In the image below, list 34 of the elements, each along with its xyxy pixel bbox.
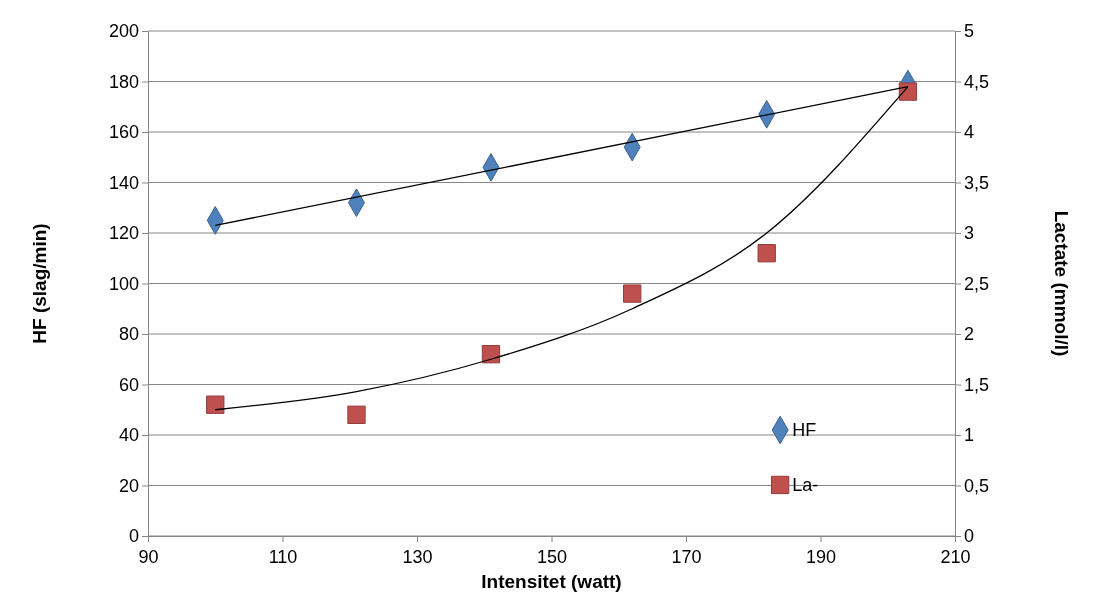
x-tick-label: 210 [940, 547, 971, 567]
x-tick-label: 110 [268, 547, 298, 567]
y-tick-label: 140 [108, 172, 139, 193]
x-tick-label: 170 [671, 547, 702, 567]
y2-tick-label: 1,5 [964, 374, 990, 395]
y2-tick-label: 3,5 [964, 172, 990, 193]
y2-tick-label: 0,5 [964, 475, 990, 496]
y-tick-label: 40 [118, 425, 139, 446]
y-tick-label: 100 [108, 273, 139, 294]
legend-label: La- [792, 474, 819, 495]
legend-label: HF [792, 419, 817, 440]
y-tick-label: 200 [108, 21, 139, 42]
y-tick-label: 160 [108, 122, 139, 143]
y2-tick-label: 4,5 [964, 71, 990, 92]
y-tick-label: 120 [108, 223, 139, 244]
x-axis-title: Intensitet (watt) [481, 571, 622, 592]
y-tick-label: 20 [118, 475, 139, 496]
y-tick-label: 80 [118, 324, 139, 345]
x-tick-label: 150 [536, 547, 568, 567]
y-axis-title: HF (slag/min) [29, 223, 50, 344]
y2-tick-label: 1 [964, 425, 975, 446]
y2-tick-label: 5 [964, 21, 975, 42]
y2-tick-label: 2 [964, 324, 975, 345]
x-tick-label: 130 [402, 547, 433, 567]
x-tick-label: 190 [805, 547, 837, 567]
y2-tick-label: 0 [964, 526, 975, 547]
y2-tick-label: 4 [964, 122, 975, 143]
y-tick-label: 60 [118, 374, 139, 395]
y2-axis-title: Lactate (mmol/l) [1051, 210, 1072, 357]
y2-tick-label: 3 [964, 223, 975, 244]
x-tick-label: 90 [138, 547, 159, 567]
y-tick-label: 0 [128, 526, 139, 547]
y2-tick-label: 2,5 [964, 273, 990, 294]
y-tick-label: 180 [108, 71, 139, 92]
